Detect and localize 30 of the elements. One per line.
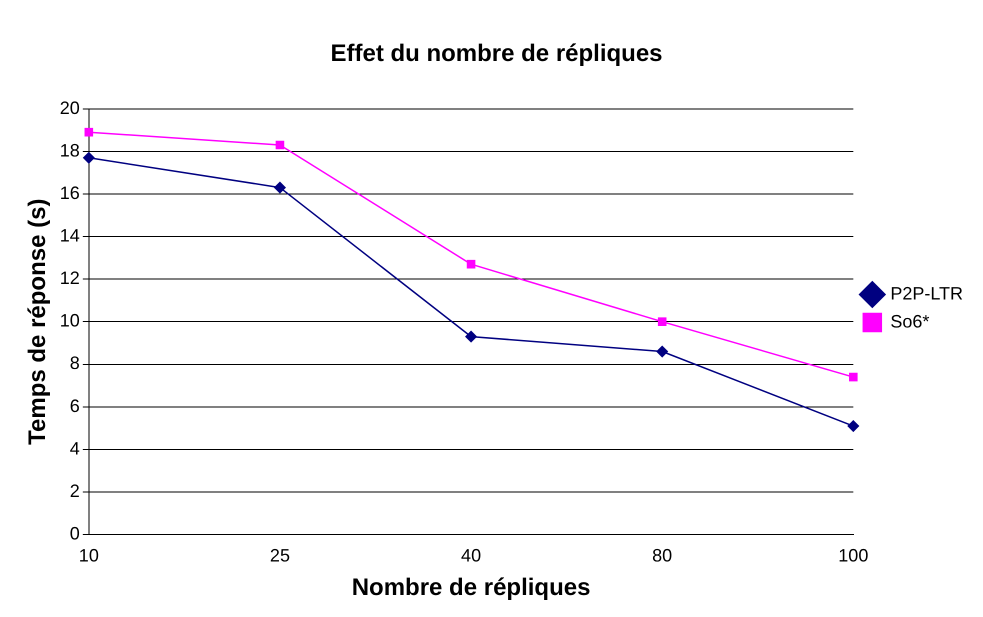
point [274,182,286,194]
y-tick-label: 10 [60,310,80,331]
point [656,346,668,358]
legend-label: P2P-LTR [890,283,963,304]
y-tick-label: 8 [70,353,80,374]
point [276,140,284,150]
legend-label: So6* [890,311,930,332]
y-tick-label: 18 [60,140,80,160]
y-tick-label: 6 [70,396,80,416]
point [849,372,858,382]
y-tick-label: 4 [70,438,80,458]
y-tick-label: 16 [60,182,80,203]
point [465,330,477,342]
y-tick-label: 2 [70,480,80,501]
x-tick-label: 40 [461,545,482,566]
x-axis-title: Nombre de répliques [352,574,590,602]
y-tick-label: 12 [60,268,80,288]
y-tick-label: 14 [60,226,80,246]
y-tick-label: 20 [60,98,80,118]
point [848,420,860,432]
point [83,152,95,164]
y-axis-title: Temps de réponse (s) [24,198,52,445]
x-tick-label: 25 [270,545,290,566]
point [658,317,666,326]
x-tick-label: 80 [652,545,672,566]
x-tick-label: 100 [838,545,868,566]
point [466,260,476,269]
y-tick-label: 0 [70,524,80,544]
point [84,128,94,137]
chart-title: Effet du nombre de répliques [330,40,663,68]
